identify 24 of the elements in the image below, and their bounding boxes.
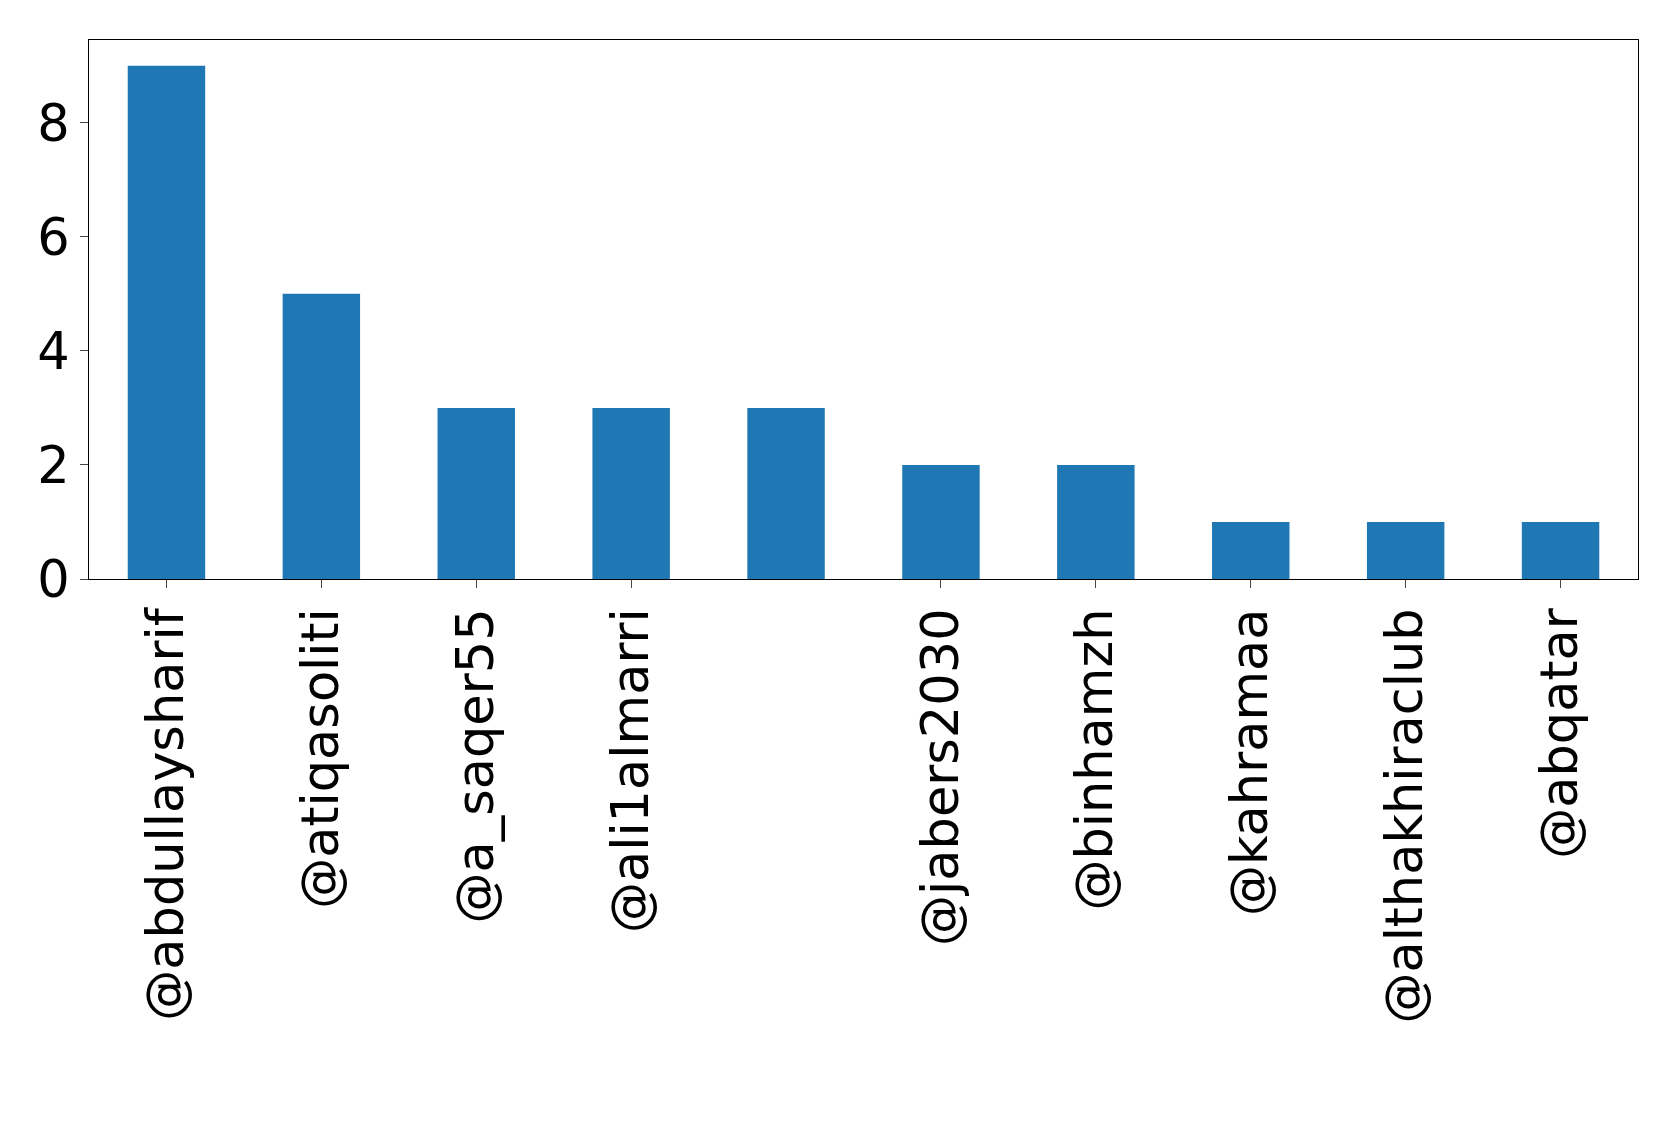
bar: [747, 407, 825, 579]
y-tick-label: 0: [37, 549, 70, 609]
bar: [902, 464, 980, 579]
x-tick-label: @jabers2030: [910, 608, 970, 946]
y-tick-label: 6: [37, 207, 70, 267]
y-tick-label: 8: [37, 93, 70, 153]
bar: [1366, 521, 1445, 579]
bar: [592, 407, 670, 579]
x-tick-label: @ali1almarri: [600, 608, 660, 934]
bar: [437, 407, 515, 579]
x-tick-label: @a_saqer55: [445, 608, 505, 924]
y-tick-label: 4: [37, 321, 70, 381]
x-tick-label: @althakhiraclub: [1375, 608, 1435, 1024]
bar: [1212, 521, 1290, 579]
x-tick-label: @abqatar: [1530, 608, 1590, 859]
bar: [127, 65, 206, 579]
x-tick-label: @abdullaysharif: [136, 607, 196, 1021]
x-tick-label: @atiqasoliti: [290, 608, 350, 909]
bar: [1057, 464, 1135, 579]
x-tick-label: @kahramaa: [1220, 608, 1280, 917]
x-tick-label: @binhamzh: [1065, 608, 1125, 911]
bar: [282, 293, 361, 579]
y-tick-label: 2: [37, 435, 70, 495]
bar: [1521, 521, 1600, 579]
